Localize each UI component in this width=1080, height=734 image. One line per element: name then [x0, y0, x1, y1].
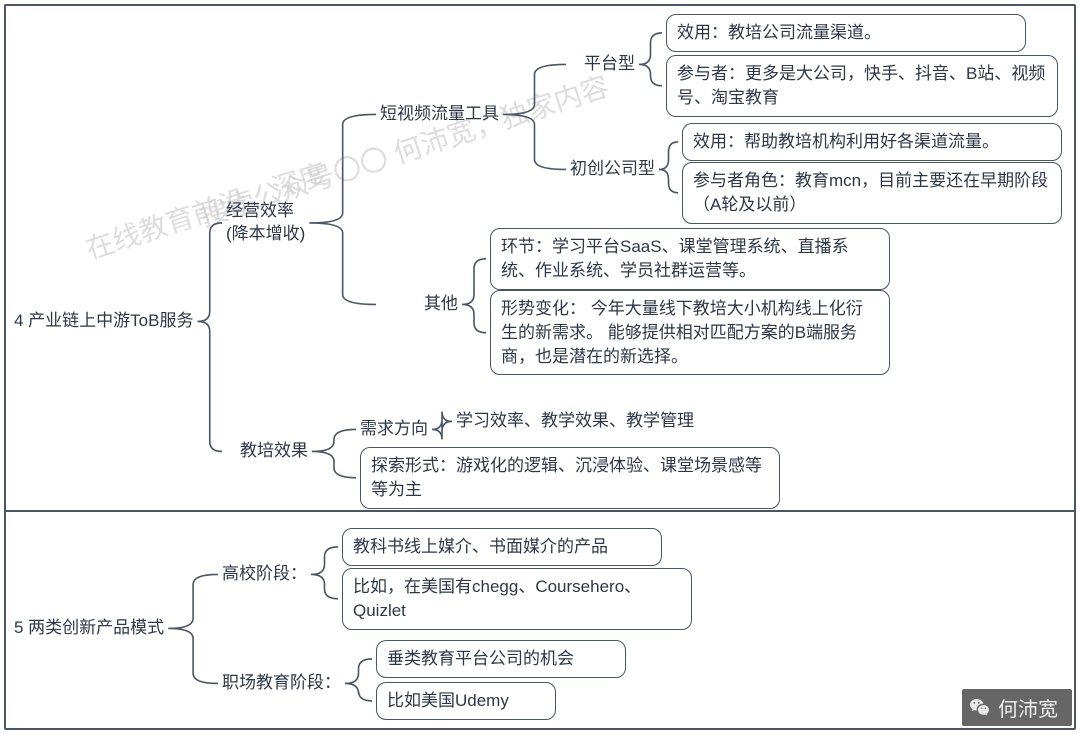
- tree-node: 5 两类创新产品模式: [14, 617, 164, 640]
- tree-node: 平台型: [584, 53, 635, 76]
- tree-leaf: 教科书线上媒介、书面媒介的产品: [342, 528, 662, 566]
- tree-leaf: 学习效率、教学效果、教学管理: [456, 410, 766, 433]
- tree-leaf: 比如美国Udemy: [376, 682, 556, 720]
- tree-leaf: 比如，在美国有chegg、Coursehero、Quizlet: [342, 568, 692, 630]
- tree-leaf: 效用：教培公司流量渠道。: [666, 14, 1026, 52]
- tree-leaf: 效用：帮助教培机构利用好各渠道流量。: [682, 123, 1062, 161]
- tree-node: 职场教育阶段：: [222, 672, 341, 695]
- tree-node: 其他: [424, 293, 458, 316]
- tree-leaf: 环节：学习平台SaaS、课堂管理系统、直播系统、作业系统、学员社群运营等。: [490, 228, 890, 290]
- tree-node: 短视频流量工具: [380, 103, 499, 126]
- tree-leaf: 参与者：更多是大公司，快手、抖音、B站、视频号、淘宝教育: [666, 55, 1058, 117]
- section-divider: [6, 510, 1074, 512]
- tree-node: 教培效果: [240, 440, 308, 463]
- tree-node: 高校阶段：: [222, 563, 307, 586]
- wechat-attribution: 何沛宽: [962, 689, 1072, 726]
- tree-node: 需求方向: [360, 418, 428, 441]
- tree-node: 初创公司型: [570, 158, 655, 181]
- tree-leaf: 垂类教育平台公司的机会: [376, 640, 626, 678]
- tree-node: 经营效率 (降本增收): [226, 200, 305, 246]
- tree-node: 4 产业链上中游ToB服务: [14, 310, 193, 333]
- tree-leaf: 参与者角色：教育mcn，目前主要还在早期阶段（A轮及以前）: [682, 162, 1062, 224]
- tree-leaf: 形势变化： 今年大量线下教培大小机构线上化衍生的新需求。 能够提供相对匹配方案的…: [490, 290, 890, 375]
- wechat-icon: [968, 696, 992, 720]
- tree-leaf: 探索形式：游戏化的逻辑、沉浸体验、课堂场景感等等为主: [360, 447, 780, 509]
- attribution-text: 何沛宽: [998, 693, 1058, 722]
